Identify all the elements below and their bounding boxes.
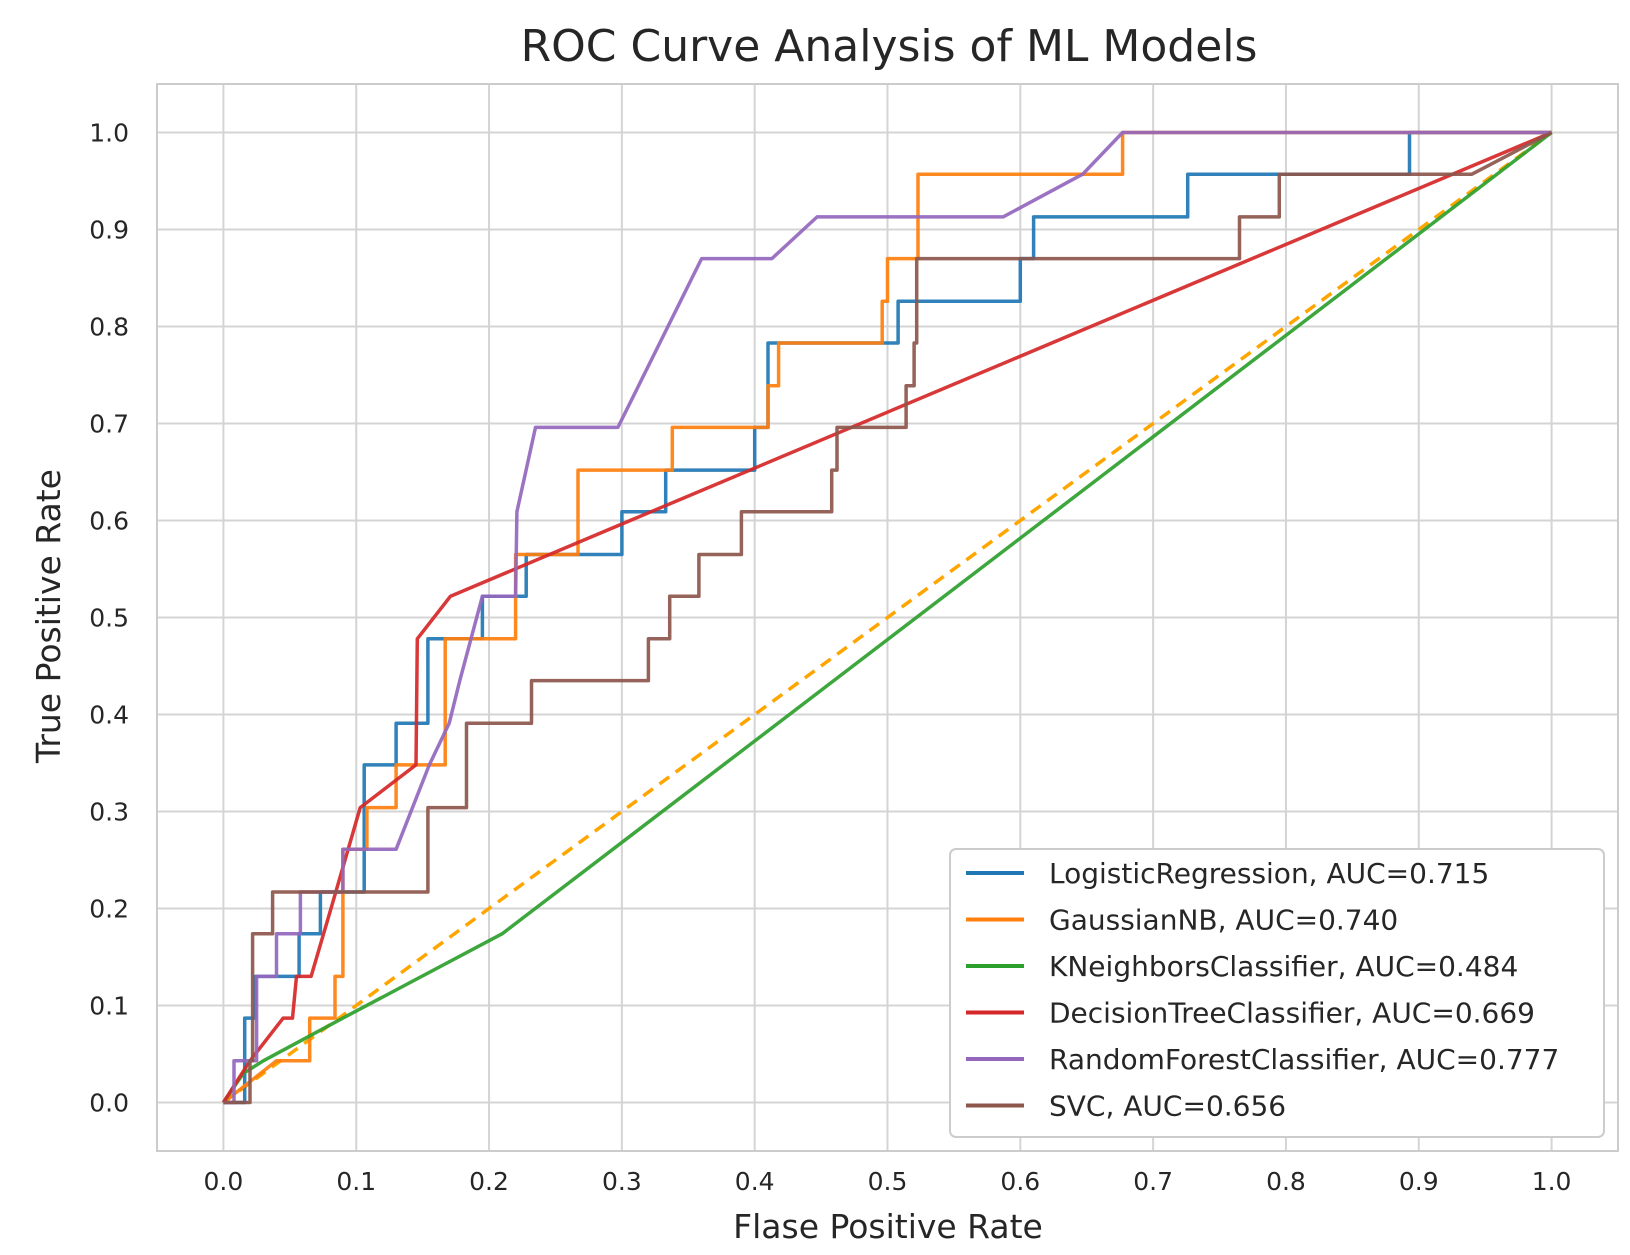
chart-title: ROC Curve Analysis of ML Models [521, 21, 1258, 72]
x-tick-label: 0.8 [1266, 1167, 1306, 1196]
x-tick-label: 0.2 [469, 1167, 509, 1196]
x-tick-label: 0.1 [336, 1167, 376, 1196]
y-tick-label: 0.6 [89, 507, 129, 536]
y-tick-label: 1.0 [89, 119, 129, 148]
x-tick-label: 0.7 [1133, 1167, 1173, 1196]
y-tick-label: 0.3 [89, 798, 129, 827]
legend-label-svc: SVC, AUC=0.656 [1049, 1090, 1286, 1123]
x-tick-label: 0.0 [204, 1167, 244, 1196]
y-tick-label: 0.5 [89, 604, 129, 633]
plot-frame [156, 83, 1619, 1152]
x-tick-label: 0.3 [602, 1167, 642, 1196]
series-line-svc [223, 130, 1553, 1105]
legend-label-logisticregression: LogisticRegression, AUC=0.715 [1049, 857, 1489, 890]
y-tick-label: 0.4 [89, 701, 129, 730]
series-line-randomforestclassifier [223, 130, 1552, 1105]
y-tick-label: 0.1 [89, 992, 129, 1021]
legend-label-randomforestclassifier: RandomForestClassifier, AUC=0.777 [1049, 1043, 1559, 1076]
y-tick-label: 0.0 [89, 1089, 129, 1118]
x-tick-label: 0.5 [868, 1167, 908, 1196]
series-line-decisiontreeclassifier [221, 130, 1553, 1104]
y-tick-label: 0.7 [89, 410, 129, 439]
x-tick-label: 1.0 [1532, 1167, 1572, 1196]
legend-label-kneighborsclassifier: KNeighborsClassifier, AUC=0.484 [1049, 950, 1518, 983]
y-tick-label: 0.2 [89, 895, 129, 924]
x-tick-label: 0.4 [735, 1167, 775, 1196]
x-tick-label: 0.9 [1399, 1167, 1439, 1196]
tick-labels: 0.0 0.1 0.2 0.3 0.4 0.5 0.6 0.7 0.8 0.9 1.0 0.0 0.1 0… [89, 119, 1571, 1197]
y-tick-label: 0.9 [89, 216, 129, 245]
random-baseline-line [222, 131, 1553, 1104]
y-axis-label: True Positive Rate [29, 469, 68, 764]
legend: LogisticRegression, AUC=0.715 GaussianNB,… [949, 848, 1605, 1138]
x-axis-label: Flase Positive Rate [733, 1207, 1043, 1246]
legend-label-decisiontreeclassifier: DecisionTreeClassifier, AUC=0.669 [1049, 997, 1535, 1030]
series-layer [221, 130, 1553, 1105]
x-tick-label: 0.6 [1000, 1167, 1040, 1196]
legend-label-gaussiannb: GaussianNB, AUC=0.740 [1049, 904, 1398, 937]
y-tick-label: 0.8 [89, 313, 129, 342]
legend-box [949, 848, 1605, 1138]
